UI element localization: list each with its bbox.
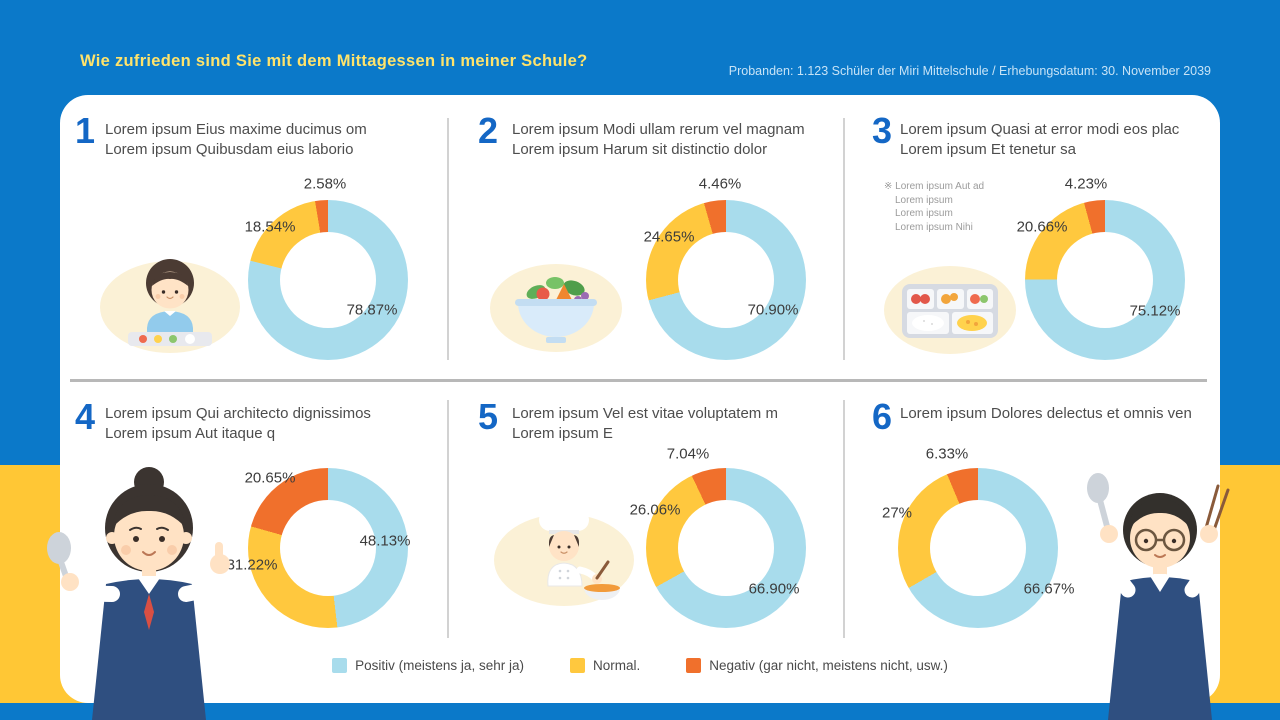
positive-percentage: 70.90% [747, 301, 799, 319]
section-number: 1 [75, 110, 96, 151]
normal-color-swatch [569, 658, 585, 673]
footnote-line: ※ Lorem ipsum Aut ad [884, 181, 985, 192]
section-title-line2: Lorem ipsum Et tenetur sa [900, 141, 1076, 158]
donut-hole [678, 232, 774, 328]
section-title: Lorem ipsum Eius maxime ducimus om Lorem… [105, 120, 367, 160]
normal-percentage: 24.65% [643, 228, 695, 246]
footnote-line: Lorem ipsum [895, 208, 953, 219]
negative-percentage: 7.04% [666, 445, 710, 463]
salad-bowl-illustration [490, 264, 622, 352]
normal-percentage: 31.22% [226, 556, 278, 574]
negative-percentage: 4.46% [698, 175, 742, 193]
section-number: 5 [478, 396, 499, 437]
chef-cooking-illustration [494, 503, 634, 606]
legend-item-negative: Negativ (gar nicht, meistens nicht, usw.… [686, 658, 948, 673]
chart-legend: Positiv (meistens ja, sehr ja) Normal. N… [60, 658, 1220, 673]
positive-percentage: 75.12% [1129, 302, 1181, 320]
legend-label: Positiv (meistens ja, sehr ja) [355, 658, 524, 673]
negative-percentage: 6.33% [925, 445, 969, 463]
vertical-divider [843, 118, 845, 360]
section-number: 4 [75, 396, 96, 437]
section-title-line2: Lorem ipsum Harum sit distinctio dolor [512, 141, 768, 158]
man-with-spoon-and-chopsticks-illustration [1087, 473, 1230, 720]
donut-chart-4: 20.65% 31.22% 48.13% [227, 468, 411, 628]
negative-percentage: 2.58% [303, 175, 347, 193]
normal-percentage: 26.06% [629, 501, 681, 519]
section-title: Lorem ipsum Qui architecto dignissimos L… [105, 404, 371, 444]
section-title-line2: Lorem ipsum Aut itaque q [105, 425, 276, 442]
donut-hole [678, 500, 774, 596]
horizontal-divider [70, 379, 1207, 382]
lunch-tray-illustration [884, 266, 1016, 354]
section-title: Lorem ipsum Quasi at error modi eos plac… [900, 120, 1179, 160]
normal-percentage: 18.54% [244, 218, 296, 236]
section-title-line1: Lorem ipsum Quasi at error modi eos plac [900, 121, 1180, 138]
positive-percentage: 48.13% [359, 532, 411, 550]
section-title-line2: Lorem ipsum E [512, 425, 613, 442]
section-number: 6 [872, 396, 893, 437]
negative-percentage: 20.65% [244, 469, 296, 487]
legend-item-normal: Normal. [569, 658, 641, 673]
girl-with-lunch-tray-illustration [100, 259, 240, 353]
section-title: Lorem ipsum Vel est vitae voluptatem m L… [512, 404, 778, 444]
section-title-line1: Lorem ipsum Vel est vitae voluptatem m [512, 405, 778, 422]
donut-chart-3: 4.23% 20.66% 75.12% [1017, 176, 1185, 360]
donut-hole [280, 232, 376, 328]
positive-color-swatch [332, 658, 348, 673]
legend-label: Negativ (gar nicht, meistens nicht, usw.… [709, 658, 948, 673]
vertical-divider [843, 400, 845, 638]
section-title-line1: Lorem ipsum Qui architecto dignissimos [105, 405, 371, 422]
positive-percentage: 66.67% [1023, 580, 1075, 598]
page-title: Wie zufrieden sind Sie mit dem Mittagess… [80, 52, 588, 70]
positive-percentage: 66.90% [748, 580, 800, 598]
section-title-line1: Lorem ipsum Modi ullam rerum vel magnam [512, 121, 805, 138]
donut-hole [1057, 232, 1153, 328]
section-title: Lorem ipsum Dolores delectus et omnis ve… [900, 404, 1192, 424]
woman-thumbs-up-illustration [47, 467, 230, 720]
vertical-divider [447, 400, 449, 638]
footnote-line: Lorem ipsum Nihi [895, 221, 973, 233]
donut-chart-1: 2.58% 18.54% 78.87% [244, 176, 408, 360]
donut-hole [280, 500, 376, 596]
donut-hole [930, 500, 1026, 596]
vertical-divider [447, 118, 449, 360]
section-title-line1: Lorem ipsum Dolores delectus et omnis ve… [900, 405, 1192, 422]
section-number: 2 [478, 110, 499, 151]
donut-chart-6: 6.33% 27% 66.67% [882, 446, 1074, 628]
donut-chart-2: 4.46% 24.65% 70.90% [643, 176, 806, 360]
negative-percentage: 4.23% [1064, 175, 1108, 193]
normal-percentage: 27% [881, 504, 913, 522]
footnote-line: Lorem ipsum [895, 194, 953, 206]
section-title-line2: Lorem ipsum Quibusdam eius laborio [105, 141, 354, 158]
section-title-line1: Lorem ipsum Eius maxime ducimus om [105, 121, 367, 138]
page-subtitle: Probanden: 1.123 Schüler der Miri Mittel… [728, 64, 1211, 78]
positive-percentage: 78.87% [346, 301, 398, 319]
negative-color-swatch [686, 658, 702, 673]
donut-chart-5: 7.04% 26.06% 66.90% [630, 446, 806, 628]
section-number: 3 [872, 110, 893, 151]
legend-label: Normal. [592, 658, 641, 673]
section-title: Lorem ipsum Modi ullam rerum vel magnam … [512, 120, 805, 160]
legend-item-positive: Positiv (meistens ja, sehr ja) [332, 658, 524, 673]
footnote: ※ Lorem ipsum Aut ad Lorem ipsum Lorem i… [884, 180, 984, 234]
normal-percentage: 20.66% [1016, 218, 1068, 236]
